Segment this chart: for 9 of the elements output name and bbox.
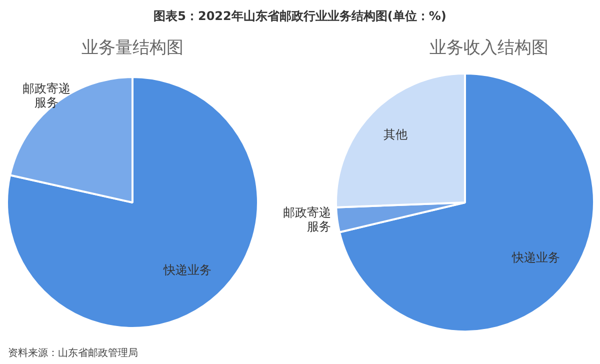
chart-subtitle: 业务收入结构图 bbox=[428, 37, 550, 59]
chart-subtitle: 业务量结构图 bbox=[80, 37, 184, 59]
slice-label: 其他 bbox=[383, 128, 408, 142]
slice-label: 邮政寄递服务 bbox=[22, 82, 70, 110]
slice-label: 快递业务 bbox=[162, 263, 212, 278]
text: 资料来源：山东省邮政管理局 bbox=[8, 346, 138, 360]
text: 图表5：2022年山东省邮政行业业务结构图(单位：%) bbox=[152, 8, 448, 25]
slice-label: 邮政寄递服务 bbox=[283, 206, 332, 234]
slice-label: 快递业务 bbox=[510, 250, 560, 265]
